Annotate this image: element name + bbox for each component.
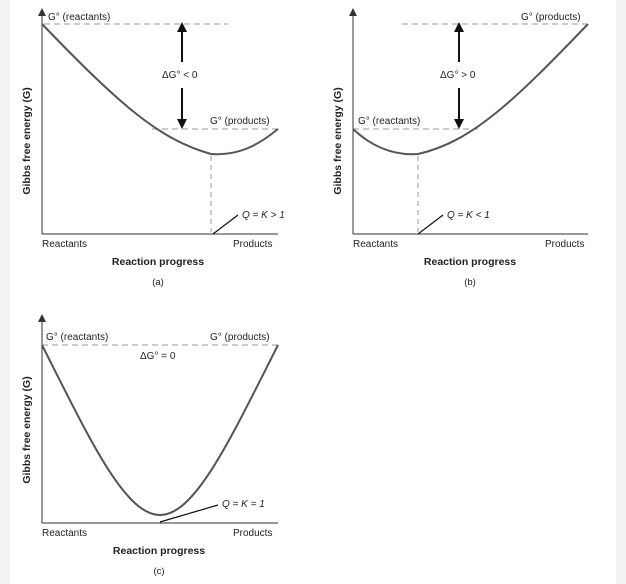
x-axis-title: Reaction progress [113,545,205,557]
g-reactants-label: G° (reactants) [48,12,110,23]
delta-g-label: ΔG° < 0 [162,70,198,81]
gibbs-energy-figure: G° (reactants) G° (products) ΔG° < 0 Q =… [21,8,589,577]
panel-a: G° (reactants) G° (products) ΔG° < 0 Q =… [21,8,285,288]
x-right-label: Products [233,239,272,250]
g-products-label: G° (products) [521,12,581,23]
energy-curve [41,344,279,517]
delta-g-label: ΔG° = 0 [140,351,176,362]
delta-g-label: ΔG° > 0 [440,70,476,81]
q-leader-line [417,214,444,235]
x-right-label: Products [545,239,584,250]
panel-caption: (b) [464,277,476,288]
q-equals-k-label: Q = K > 1 [242,210,285,221]
panel-caption: (a) [152,277,164,288]
x-left-label: Reactants [42,528,87,539]
energy-curve [41,23,279,156]
g-products-label: G° (products) [210,116,270,127]
q-equals-k-label: Q = K < 1 [447,210,490,221]
g-products-label: G° (products) [210,332,270,343]
energy-curve [352,23,589,156]
y-axis-title: Gibbs free energy (G) [21,87,33,194]
g-reactants-label: G° (reactants) [46,332,108,343]
panel-caption: (c) [153,566,164,577]
y-axis-title: Gibbs free energy (G) [21,376,33,483]
figure-canvas: G° (reactants) G° (products) ΔG° < 0 Q =… [10,0,616,584]
x-left-label: Reactants [353,239,398,250]
x-left-label: Reactants [42,239,87,250]
panel-c: G° (reactants) G° (products) ΔG° = 0 Q =… [21,314,279,577]
q-leader-line [212,214,239,235]
panel-b: G° (reactants) G° (products) ΔG° > 0 Q =… [332,8,589,288]
q-leader-line [159,504,219,523]
x-axis-title: Reaction progress [424,256,516,268]
g-reactants-label: G° (reactants) [358,116,420,127]
x-right-label: Products [233,528,272,539]
q-equals-k-label: Q = K = 1 [222,499,265,510]
x-axis-title: Reaction progress [112,256,204,268]
y-axis-title: Gibbs free energy (G) [332,87,344,194]
